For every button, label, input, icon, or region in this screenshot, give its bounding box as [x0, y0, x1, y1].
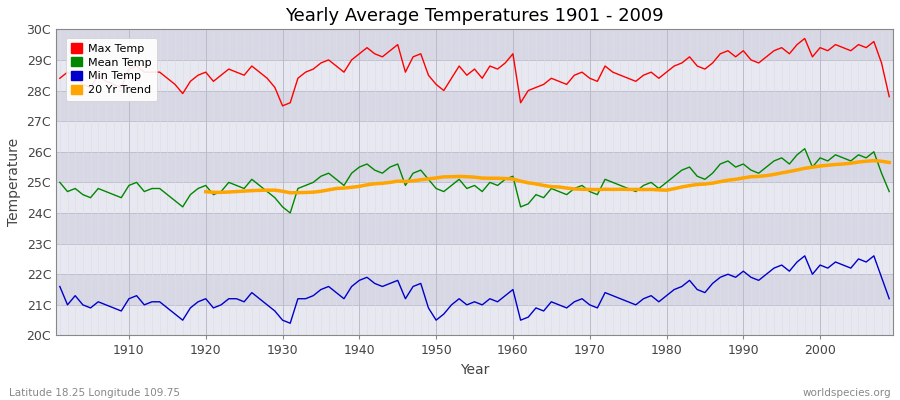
Max Temp	[884, 94, 895, 99]
Max Temp	[515, 100, 526, 105]
Bar	[56, 274, 893, 305]
Text: Latitude 18.25 Longitude 109.75: Latitude 18.25 Longitude 109.75	[9, 388, 180, 398]
Min Temp	[884, 296, 895, 301]
Mean Temp	[884, 189, 895, 194]
Bar	[56, 29, 893, 60]
Text: worldspecies.org: worldspecies.org	[803, 388, 891, 398]
Max Temp	[292, 76, 303, 81]
Line: 20 Yr Trend: 20 Yr Trend	[206, 161, 889, 193]
Bar	[56, 90, 893, 121]
Bar	[56, 121, 893, 152]
X-axis label: Year: Year	[460, 363, 490, 377]
20 Yr Trend	[284, 190, 295, 195]
Mean Temp	[54, 180, 65, 185]
Mean Temp	[508, 174, 518, 179]
20 Yr Trend	[684, 183, 695, 188]
Mean Temp	[116, 195, 127, 200]
Max Temp	[277, 104, 288, 108]
Max Temp	[608, 70, 618, 74]
20 Yr Trend	[201, 189, 212, 194]
Max Temp	[799, 36, 810, 41]
Mean Temp	[799, 146, 810, 151]
Mean Temp	[515, 204, 526, 209]
20 Yr Trend	[792, 168, 803, 172]
Title: Yearly Average Temperatures 1901 - 2009: Yearly Average Temperatures 1901 - 2009	[285, 7, 664, 25]
Min Temp	[515, 318, 526, 322]
20 Yr Trend	[868, 158, 879, 163]
Bar	[56, 244, 893, 274]
Min Temp	[799, 254, 810, 258]
Mean Temp	[292, 186, 303, 191]
Mean Temp	[338, 183, 349, 188]
Bar	[56, 213, 893, 244]
Line: Mean Temp: Mean Temp	[59, 149, 889, 213]
Min Temp	[338, 296, 349, 301]
Min Temp	[608, 293, 618, 298]
20 Yr Trend	[884, 160, 895, 165]
Mean Temp	[284, 210, 295, 215]
Max Temp	[54, 76, 65, 81]
Min Temp	[54, 284, 65, 289]
Bar	[56, 305, 893, 336]
Mean Temp	[608, 180, 618, 185]
Bar	[56, 152, 893, 182]
20 Yr Trend	[416, 177, 427, 182]
Legend: Max Temp, Mean Temp, Min Temp, 20 Yr Trend: Max Temp, Mean Temp, Min Temp, 20 Yr Tre…	[66, 38, 158, 101]
Min Temp	[116, 308, 127, 313]
Min Temp	[508, 287, 518, 292]
Min Temp	[284, 321, 295, 326]
Y-axis label: Temperature: Temperature	[7, 138, 21, 226]
Max Temp	[116, 85, 127, 90]
Line: Min Temp: Min Temp	[59, 256, 889, 323]
20 Yr Trend	[860, 159, 871, 164]
20 Yr Trend	[777, 170, 788, 175]
Bar	[56, 182, 893, 213]
Max Temp	[338, 70, 349, 74]
Line: Max Temp: Max Temp	[59, 38, 889, 106]
Bar	[56, 60, 893, 90]
Max Temp	[508, 51, 518, 56]
Min Temp	[292, 296, 303, 301]
20 Yr Trend	[301, 190, 311, 195]
